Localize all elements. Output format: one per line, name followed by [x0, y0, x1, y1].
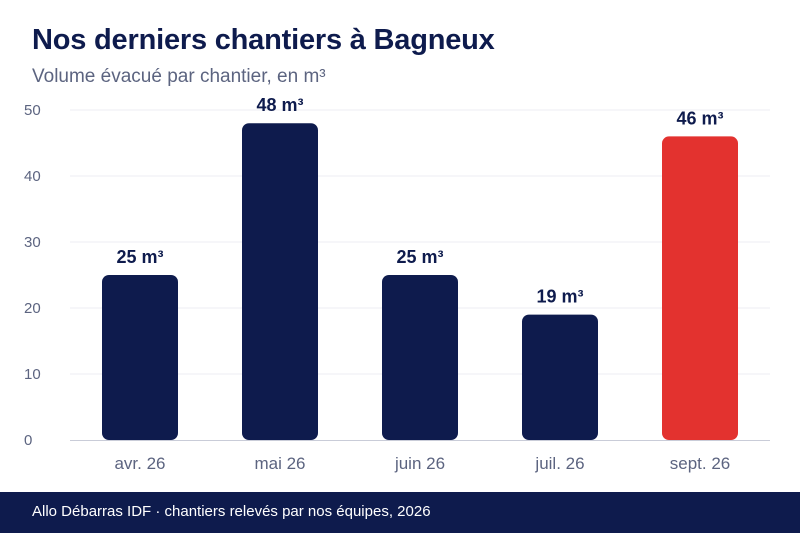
footer: Allo Débarras IDF · chantiers relevés pa… — [0, 492, 800, 533]
data-label-2: 25 m³ — [396, 247, 443, 267]
y-tick-label: 20 — [24, 300, 41, 317]
bar-1 — [242, 123, 318, 440]
y-tick-label: 40 — [24, 168, 41, 185]
x-tick-label-3: juil. 26 — [534, 454, 584, 473]
y-tick-label: 10 — [24, 366, 41, 383]
data-label-3: 19 m³ — [536, 287, 583, 307]
chart-subtitle: Volume évacué par chantier, en m³ — [32, 66, 326, 87]
y-tick-label: 50 — [24, 102, 41, 119]
data-label-4: 46 m³ — [676, 108, 723, 128]
bar-chart: 0 10 20 30 40 50 25 m³ avr. 26 48 m³ mai 26 25 m³ j… — [24, 95, 770, 473]
bar-0 — [102, 275, 178, 440]
x-tick-label-1: mai 26 — [254, 454, 305, 473]
data-label-1: 48 m³ — [256, 95, 303, 115]
x-tick-label-4: sept. 26 — [670, 454, 731, 473]
y-tick-label: 0 — [24, 432, 32, 449]
labels: 0 10 20 30 40 50 25 m³ avr. 26 48 m³ mai 26 25 m³ j… — [24, 95, 730, 473]
y-tick-label: 30 — [24, 234, 41, 251]
bars — [102, 123, 738, 440]
chart-title: Nos derniers chantiers à Bagneux — [32, 24, 495, 56]
bar-2 — [382, 275, 458, 440]
footer-source-text: Allo Débarras IDF · chantiers relevés pa… — [32, 503, 431, 520]
bar-4 — [662, 136, 738, 440]
data-label-0: 25 m³ — [116, 247, 163, 267]
bar-3 — [522, 314, 598, 440]
x-tick-label-2: juin 26 — [394, 454, 445, 473]
x-tick-label-0: avr. 26 — [114, 454, 165, 473]
